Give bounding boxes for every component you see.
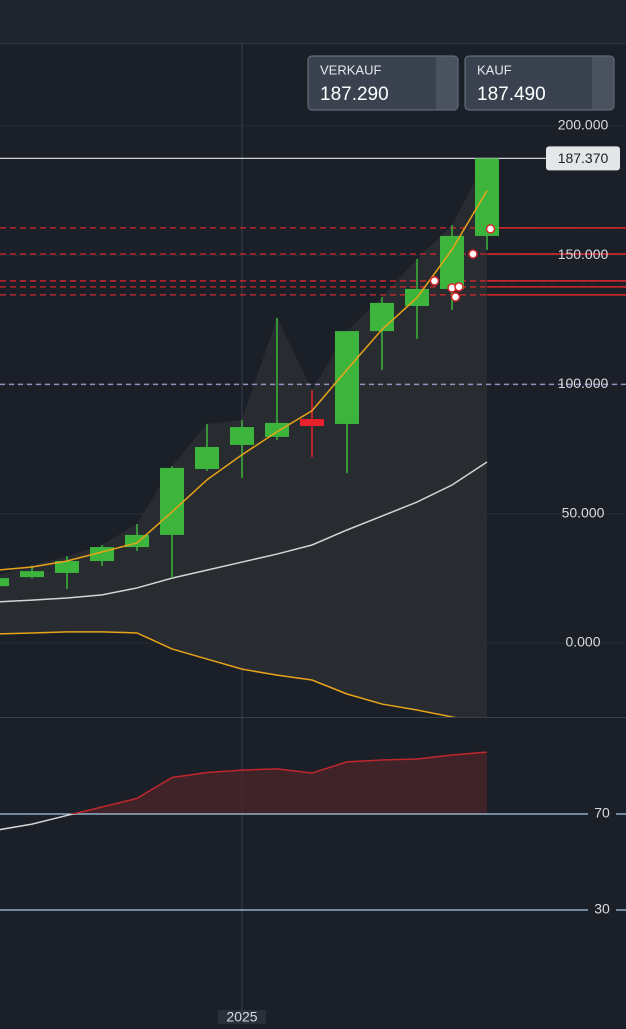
header-bar xyxy=(0,0,626,43)
rsi-tick-bg xyxy=(588,901,616,919)
candle-body xyxy=(55,561,79,573)
y-tick-label: 0.000 xyxy=(565,634,600,650)
candle-body xyxy=(300,419,324,427)
y-tick-label: 150.000 xyxy=(558,246,609,262)
y-tick-label: 50.000 xyxy=(562,504,605,520)
sell-box-bg xyxy=(307,55,459,111)
y-tick-label: 200.000 xyxy=(558,116,609,132)
candle-body xyxy=(230,427,254,445)
candle-body xyxy=(20,571,44,578)
y-tick-label: 100.000 xyxy=(558,375,609,391)
trade-marker xyxy=(468,249,478,259)
sell-box-strip xyxy=(436,57,457,109)
moving-average-line xyxy=(0,190,488,571)
last-price-label: 187.370 xyxy=(558,150,609,166)
last-price-box xyxy=(546,146,620,171)
sell-label: VERKAUF xyxy=(320,62,381,77)
rsi-tick-label: 30 xyxy=(594,901,610,917)
candle-body xyxy=(160,467,184,535)
buy-box-strip xyxy=(592,57,613,109)
candle-body xyxy=(370,302,394,332)
x-tick-label: 2025 xyxy=(226,1009,257,1024)
candle-body xyxy=(335,331,359,424)
trade-marker xyxy=(454,282,464,292)
buy-price: 187.490 xyxy=(477,84,546,105)
rsi-area xyxy=(0,752,487,814)
buy-label: KAUF xyxy=(477,62,512,77)
lower-band-line xyxy=(0,631,457,717)
rsi-tick-bg xyxy=(588,805,616,823)
candle-body xyxy=(195,446,219,469)
buy-box[interactable]: KAUF 187.490 xyxy=(464,55,615,111)
sell-box[interactable]: VERKAUF 187.290 xyxy=(307,55,459,111)
slow-average-line xyxy=(0,461,488,603)
rsi-panel: 30 70 xyxy=(0,751,626,919)
trade-marker xyxy=(450,292,461,302)
buy-box-bg xyxy=(464,55,615,111)
candle-body xyxy=(265,422,289,437)
rsi-tick-label: 70 xyxy=(594,805,610,821)
main-panel xyxy=(0,157,626,717)
candle-body xyxy=(0,578,9,587)
front-layer: 2025 0.000 50.000 100.000 150.000 200.000 187.… xyxy=(218,116,620,1026)
candle-body xyxy=(475,158,499,236)
sell-price: 187.290 xyxy=(320,84,389,105)
trade-marker xyxy=(429,276,440,286)
trade-marker xyxy=(485,224,496,234)
candle-body xyxy=(440,235,464,289)
rsi-line xyxy=(69,751,488,814)
x-tick-label-bg xyxy=(218,1010,266,1026)
